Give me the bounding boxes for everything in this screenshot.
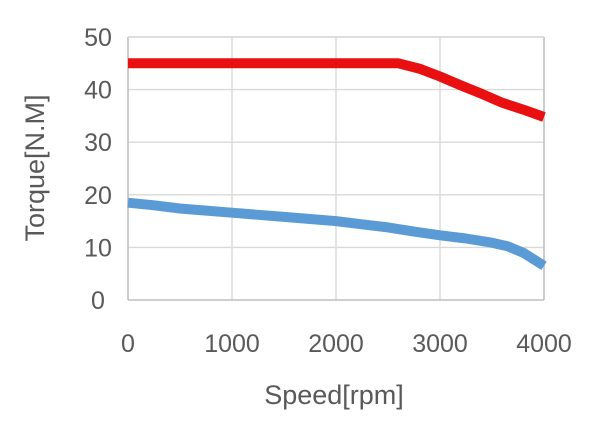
series-line-1 bbox=[128, 58, 546, 122]
y-tick-label: 0 bbox=[91, 287, 105, 315]
x-tick-label: 1000 bbox=[204, 330, 260, 358]
grid bbox=[127, 36, 545, 300]
x-axis-title: Speed[rpm] bbox=[264, 380, 404, 410]
y-tick-label: 40 bbox=[84, 77, 112, 105]
series-group bbox=[127, 58, 547, 271]
x-tick-label: 2000 bbox=[308, 330, 364, 358]
y-axis-title: Torque[N.M] bbox=[20, 94, 50, 241]
series-line-2 bbox=[127, 197, 547, 271]
tick-labels: 0 10 20 30 40 50 0 1000 2000 3000 4000 bbox=[84, 24, 572, 358]
x-tick-label: 3000 bbox=[412, 330, 468, 358]
axes bbox=[128, 36, 544, 301]
y-tick-label: 50 bbox=[84, 24, 112, 52]
x-tick-label: 4000 bbox=[516, 330, 572, 358]
y-tick-label: 20 bbox=[84, 182, 112, 210]
y-tick-label: 30 bbox=[84, 129, 112, 157]
y-tick-label: 10 bbox=[84, 234, 112, 262]
x-tick-label: 0 bbox=[121, 330, 135, 358]
